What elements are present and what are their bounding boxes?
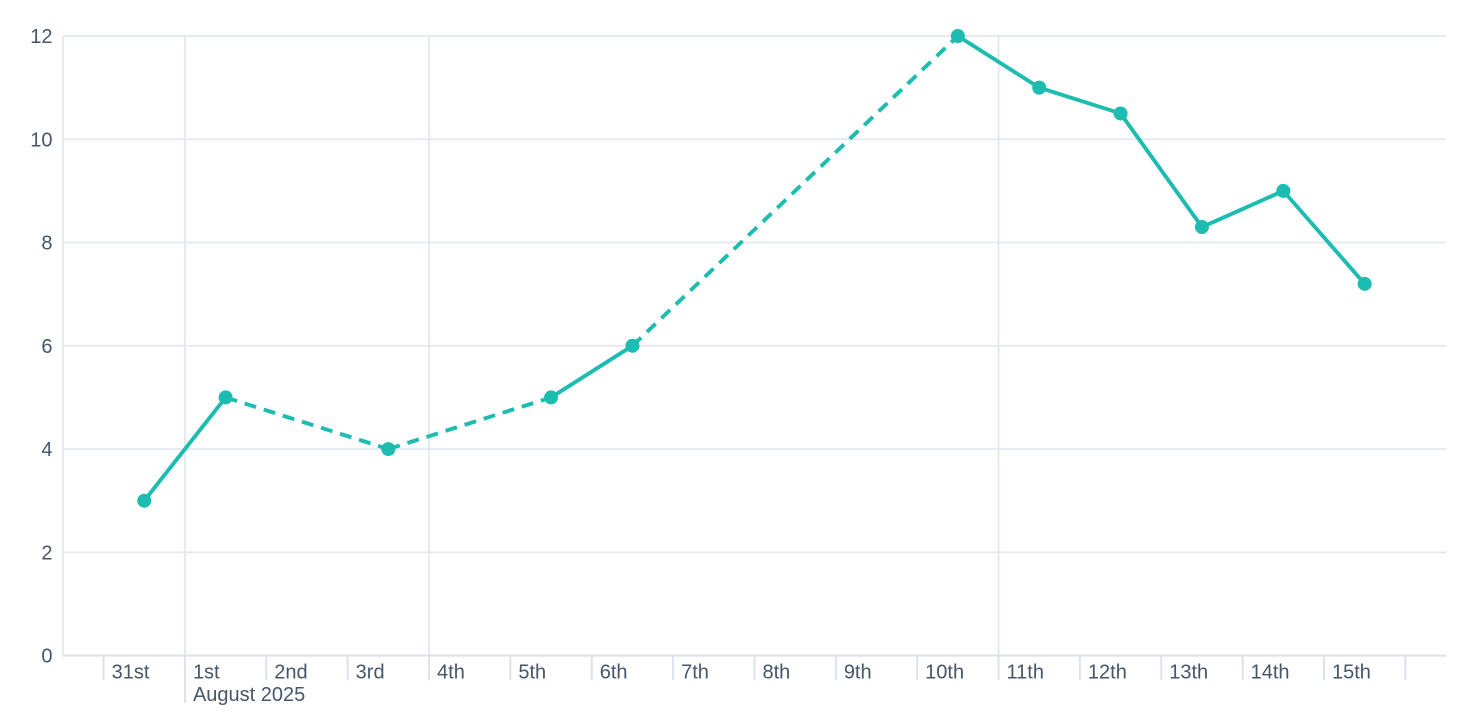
series-segment-solid: [1118, 112, 1204, 229]
x-tick-label: 8th: [762, 662, 790, 684]
data-point-marker[interactable]: [1357, 276, 1372, 291]
y-tick-label: 0: [41, 646, 52, 668]
x-tick-label: 3rd: [356, 662, 385, 684]
x-tick-label: 4th: [437, 662, 465, 684]
series-segment-dashed: [387, 395, 552, 451]
x-tick-label: 2nd: [274, 662, 307, 684]
x-tick-label: 9th: [844, 662, 872, 684]
data-point-marker[interactable]: [1113, 106, 1128, 121]
x-tick-label: 12th: [1088, 662, 1127, 684]
x-tick-label: 15th: [1332, 662, 1371, 684]
x-tick-label: 5th: [518, 662, 546, 684]
x-tick-label: 31st: [112, 662, 150, 684]
data-point-marker[interactable]: [625, 338, 640, 353]
data-point-marker[interactable]: [137, 493, 152, 508]
y-tick-label: 4: [41, 439, 52, 461]
data-point-marker[interactable]: [950, 29, 965, 43]
x-tick-label: 13th: [1169, 662, 1208, 684]
data-point-marker[interactable]: [381, 442, 396, 457]
series-segment-solid: [142, 396, 228, 502]
x-tick-label: 10th: [925, 662, 964, 684]
x-tick-label: 14th: [1251, 662, 1290, 684]
data-point-marker[interactable]: [1032, 80, 1047, 95]
y-tick-label: 12: [30, 26, 52, 48]
series-segment-solid: [1281, 189, 1367, 286]
x-tick-label: 1st: [193, 662, 220, 684]
data-point-marker[interactable]: [1194, 220, 1209, 235]
x-tick-label: 11th: [1007, 662, 1044, 684]
series-segment-solid: [1201, 189, 1285, 229]
data-point-marker[interactable]: [218, 390, 233, 405]
series-segment-solid: [550, 344, 634, 400]
y-tick-label: 10: [30, 129, 52, 151]
series-segment-dashed: [631, 34, 960, 348]
x-tick-label: 7th: [681, 662, 709, 684]
data-point-marker[interactable]: [1276, 183, 1291, 198]
x-tick-label: 6th: [600, 662, 628, 684]
data-point-marker[interactable]: [544, 390, 559, 405]
series-segment-solid: [1038, 85, 1122, 116]
x-axis-month-label: August 2025: [193, 684, 305, 706]
y-tick-label: 6: [41, 336, 52, 358]
y-tick-label: 8: [41, 233, 52, 255]
series-segment-solid: [956, 34, 1041, 90]
series-segment-dashed: [225, 395, 389, 451]
y-tick-label: 2: [41, 542, 52, 564]
